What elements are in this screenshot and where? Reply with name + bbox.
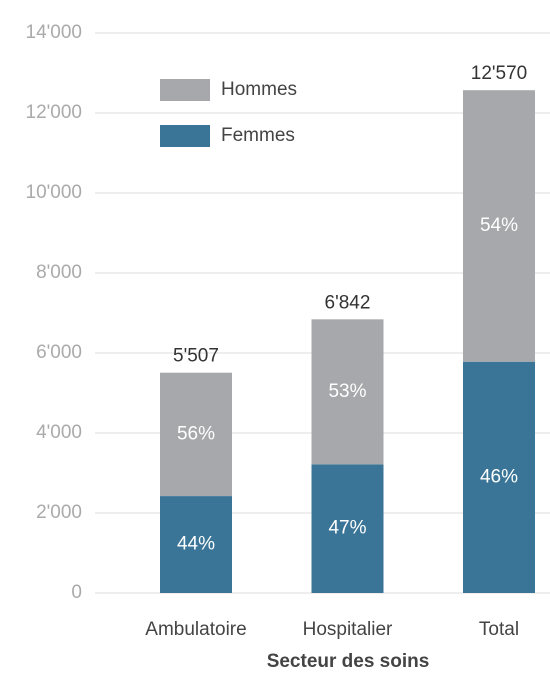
- y-tick-label: 10'000: [26, 182, 82, 203]
- y-tick-label: 8'000: [36, 262, 82, 283]
- y-tick-label: 4'000: [36, 422, 82, 443]
- value-label: 47%: [328, 518, 366, 539]
- bar-segment: [463, 90, 535, 362]
- x-axis-label: Secteur des soins: [267, 651, 430, 672]
- x-tick-label: Ambulatoire: [145, 619, 246, 640]
- value-label: 54%: [480, 215, 518, 236]
- legend-swatch: [160, 125, 210, 147]
- y-tick-label: 6'000: [36, 342, 82, 363]
- total-label: 6'842: [325, 292, 371, 313]
- value-label: 56%: [177, 423, 215, 444]
- x-tick-label: Hospitalier: [303, 619, 393, 640]
- y-tick-label: 14'000: [26, 22, 82, 43]
- value-label: 44%: [177, 534, 215, 555]
- legend-label: Femmes: [221, 125, 295, 146]
- legend-label: Hommes: [221, 79, 297, 100]
- x-tick-label: Total: [479, 619, 519, 640]
- bar-segment: [160, 372, 232, 497]
- legend-swatch: [160, 79, 210, 101]
- y-tick-label: 0: [71, 582, 82, 603]
- total-label: 5'507: [173, 346, 219, 367]
- value-label: 53%: [328, 381, 366, 402]
- y-tick-label: 2'000: [36, 502, 82, 523]
- value-label: 46%: [480, 466, 518, 487]
- total-label: 12'570: [471, 63, 527, 84]
- bar-segment: [160, 496, 232, 593]
- bar-segment: [311, 464, 384, 593]
- bar-segment: [463, 361, 535, 593]
- y-tick-label: 12'000: [26, 102, 82, 123]
- bar-segment: [311, 319, 384, 465]
